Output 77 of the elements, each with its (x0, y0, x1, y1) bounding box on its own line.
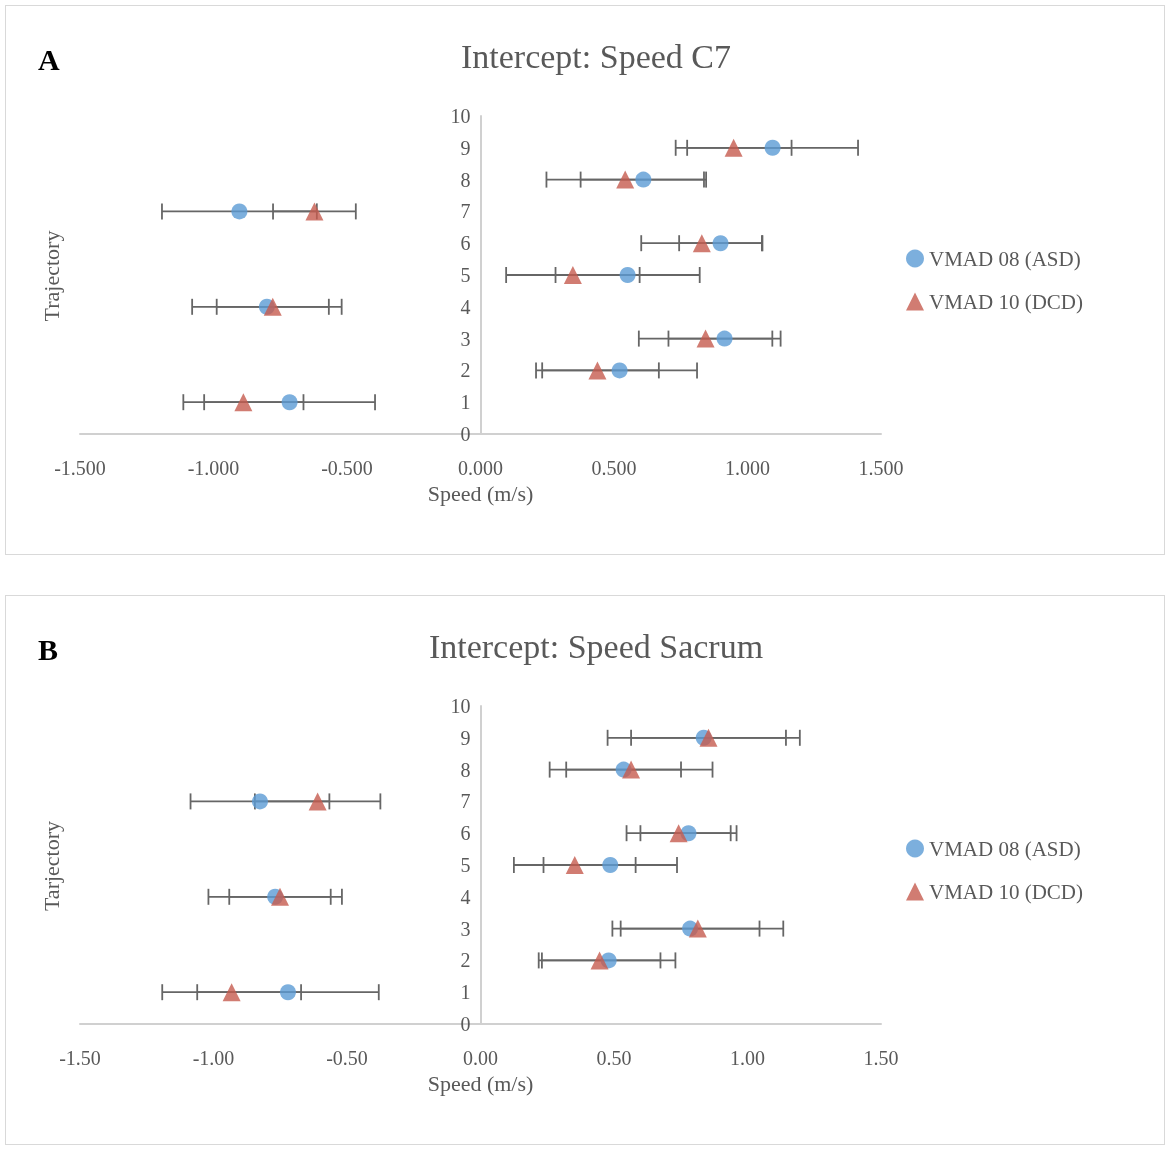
y-tick-label: 2 (460, 359, 471, 382)
x-tick-label: -0.50 (326, 1047, 368, 1069)
point (716, 330, 733, 347)
point (588, 361, 607, 380)
y-tick-label: 6 (460, 822, 471, 845)
point (280, 984, 296, 1001)
x-axis-title: Speed (m/s) (427, 481, 534, 507)
y-tick-label: 10 (450, 695, 471, 717)
y-axis-title: Trajectory (38, 230, 64, 322)
point (602, 857, 619, 873)
point (619, 267, 636, 283)
x-tick-label: 0.000 (458, 457, 503, 479)
point (305, 202, 324, 221)
text: A (38, 42, 60, 76)
x-tick-label: -0.500 (321, 457, 373, 479)
point (222, 983, 241, 1002)
point (251, 793, 268, 810)
point (263, 297, 282, 316)
point (669, 824, 688, 843)
y-tick-label: 5 (460, 854, 471, 876)
y-axis-title: Tarjectory (38, 820, 64, 912)
y-tick-label: 1 (460, 391, 471, 414)
point (308, 792, 327, 811)
x-tick-label: 1.500 (858, 457, 904, 479)
x-tick-label: 1.50 (863, 1047, 899, 1069)
x-tick-label: 0.00 (463, 1047, 498, 1069)
x-tick-label: 1.000 (725, 457, 770, 479)
y-tick-label: 8 (460, 168, 471, 191)
chart-title: Intercept: Speed Sacrum (428, 627, 764, 665)
point (692, 234, 711, 253)
point (635, 171, 652, 188)
point (764, 139, 781, 156)
point (724, 138, 743, 157)
point (563, 266, 582, 284)
y-tick-label: 0 (460, 1013, 471, 1035)
y-tick-label: 9 (460, 136, 471, 159)
text: B (38, 632, 59, 666)
point (712, 235, 729, 252)
point (234, 393, 253, 412)
x-tick-label: -1.50 (59, 1047, 101, 1069)
point (270, 887, 289, 906)
y-tick-label: 10 (450, 105, 471, 127)
point (622, 760, 641, 779)
y-tick-label: 7 (460, 790, 471, 813)
point (616, 170, 635, 189)
point (611, 362, 628, 379)
legend-label: VMAD 08 (ASD) (929, 246, 1081, 271)
x-tick-label: 1.00 (730, 1047, 765, 1069)
legend-label: VMAD 08 (ASD) (929, 836, 1081, 861)
y-tick-label: 1 (460, 981, 471, 1004)
x-tick-label: -1.000 (187, 457, 240, 479)
point (565, 856, 584, 874)
point (699, 728, 718, 747)
y-tick-label: 7 (460, 200, 471, 223)
x-axis-title: Speed (m/s) (427, 1071, 534, 1097)
y-tick-label: 0 (460, 423, 471, 445)
x-tick-label: 0.500 (591, 457, 637, 479)
point (231, 203, 248, 220)
chart-title: Intercept: Speed C7 (460, 37, 732, 75)
y-tick-label: 3 (460, 327, 471, 350)
y-tick-label: 5 (460, 264, 471, 286)
y-tick-label: 2 (460, 949, 471, 972)
point (696, 329, 715, 348)
y-tick-label: 4 (460, 885, 471, 908)
x-tick-label: -1.00 (192, 1047, 235, 1069)
x-tick-label: -1.500 (54, 457, 106, 479)
y-tick-label: 6 (460, 232, 471, 255)
y-tick-label: 3 (460, 917, 471, 940)
y-tick-label: 4 (460, 295, 471, 318)
point (590, 951, 609, 970)
point (688, 919, 707, 938)
y-tick-label: 8 (460, 758, 471, 781)
x-tick-label: 0.50 (596, 1047, 632, 1069)
legend-label: VMAD 10 (DCD) (929, 289, 1083, 314)
legend-label: VMAD 10 (DCD) (929, 879, 1083, 904)
point (281, 394, 298, 411)
y-tick-label: 9 (460, 726, 471, 749)
